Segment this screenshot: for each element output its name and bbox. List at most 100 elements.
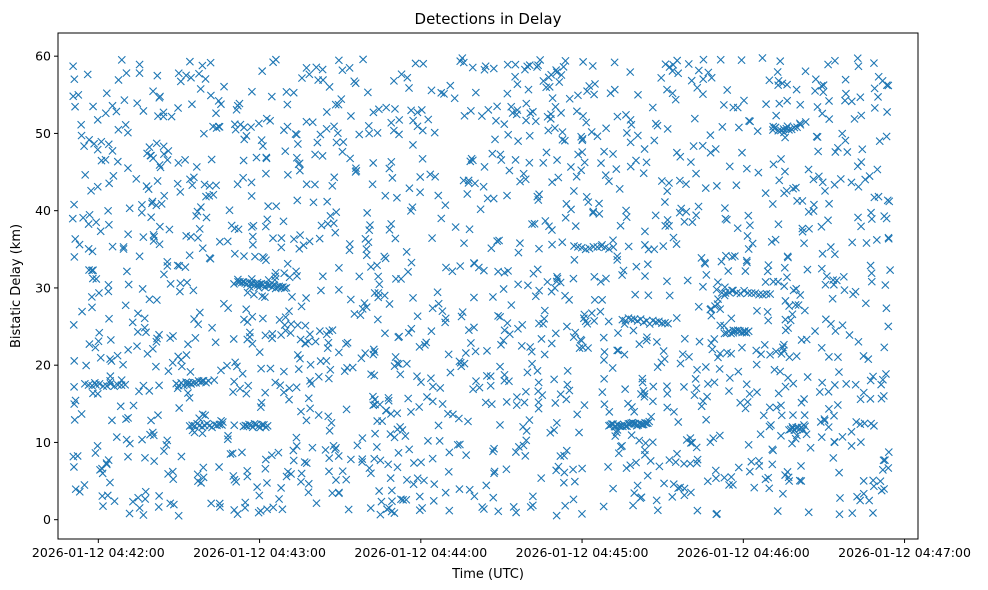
- data-point: [672, 240, 681, 249]
- data-point: [616, 221, 625, 230]
- data-point: [496, 312, 505, 321]
- data-point: [718, 122, 727, 131]
- data-point: [595, 209, 604, 218]
- data-point: [812, 132, 821, 141]
- data-point: [469, 323, 478, 332]
- data-point: [338, 66, 347, 75]
- data-point: [460, 111, 469, 120]
- data-point: [818, 249, 827, 258]
- data-point: [814, 147, 823, 156]
- data-point: [352, 166, 361, 175]
- data-point: [135, 69, 144, 78]
- data-point: [569, 495, 578, 504]
- data-point: [882, 132, 891, 141]
- data-point: [240, 135, 249, 144]
- data-point: [215, 237, 224, 246]
- data-point: [225, 206, 234, 215]
- data-point: [721, 214, 730, 223]
- data-point: [314, 372, 323, 381]
- data-point: [716, 321, 725, 330]
- data-point: [185, 57, 194, 66]
- data-point: [579, 112, 588, 120]
- data-point: [669, 480, 678, 489]
- data-point: [466, 339, 475, 347]
- data-point: [874, 92, 883, 101]
- data-point: [589, 208, 598, 217]
- data-point: [663, 403, 672, 412]
- data-point: [261, 464, 270, 473]
- data-point: [334, 100, 343, 109]
- data-point: [334, 451, 343, 460]
- data-point: [686, 488, 695, 497]
- data-point: [237, 278, 246, 287]
- data-point: [470, 492, 479, 501]
- data-point: [657, 358, 666, 367]
- data-point: [680, 459, 688, 468]
- data-point: [236, 120, 245, 129]
- data-point: [142, 328, 151, 337]
- data-point: [135, 60, 144, 69]
- data-point: [665, 291, 674, 300]
- data-point: [262, 153, 271, 162]
- data-point: [866, 376, 875, 385]
- data-point: [880, 456, 889, 465]
- data-point: [332, 476, 340, 485]
- data-point: [760, 340, 769, 349]
- data-point: [433, 288, 442, 297]
- data-point: [444, 467, 453, 476]
- data-point: [531, 292, 540, 301]
- data-point: [230, 249, 239, 258]
- data-point: [261, 169, 270, 178]
- data-point: [663, 85, 672, 94]
- data-point: [166, 499, 175, 508]
- data-point: [688, 438, 697, 447]
- data-point: [406, 206, 415, 215]
- data-point: [590, 79, 599, 88]
- data-point: [803, 373, 812, 382]
- data-point: [745, 221, 754, 230]
- data-point: [800, 239, 809, 248]
- data-point: [884, 463, 893, 472]
- data-point: [521, 387, 530, 396]
- data-point: [71, 396, 80, 405]
- data-point: [141, 487, 150, 496]
- data-point: [587, 309, 596, 318]
- data-point: [535, 190, 544, 199]
- data-point: [497, 340, 505, 349]
- data-point: [570, 255, 579, 264]
- data-point: [878, 76, 887, 85]
- data-point: [168, 467, 177, 476]
- data-point: [825, 115, 834, 124]
- data-point: [695, 337, 704, 346]
- data-point: [857, 111, 866, 120]
- data-point: [89, 266, 98, 275]
- data-point: [857, 222, 866, 231]
- data-point: [835, 468, 844, 477]
- data-point: [847, 97, 856, 106]
- data-point: [861, 299, 870, 308]
- data-point: [393, 359, 402, 368]
- data-point: [619, 266, 628, 275]
- data-point: [223, 237, 232, 246]
- data-point: [811, 75, 820, 84]
- data-point: [804, 207, 813, 216]
- data-point: [536, 55, 545, 64]
- data-point: [518, 320, 527, 329]
- data-point: [330, 173, 339, 182]
- data-point: [104, 456, 113, 465]
- data-point: [640, 227, 649, 236]
- data-point: [428, 234, 437, 243]
- data-point: [724, 387, 733, 396]
- data-point: [817, 81, 826, 90]
- data-point: [688, 218, 697, 227]
- data-point: [648, 103, 657, 112]
- data-point: [301, 321, 310, 330]
- data-point: [773, 507, 782, 516]
- data-point: [82, 361, 91, 370]
- data-point: [632, 262, 641, 271]
- data-point: [554, 462, 563, 471]
- data-point: [710, 334, 719, 343]
- data-point: [780, 167, 789, 176]
- data-point: [717, 288, 726, 297]
- data-point: [113, 380, 122, 389]
